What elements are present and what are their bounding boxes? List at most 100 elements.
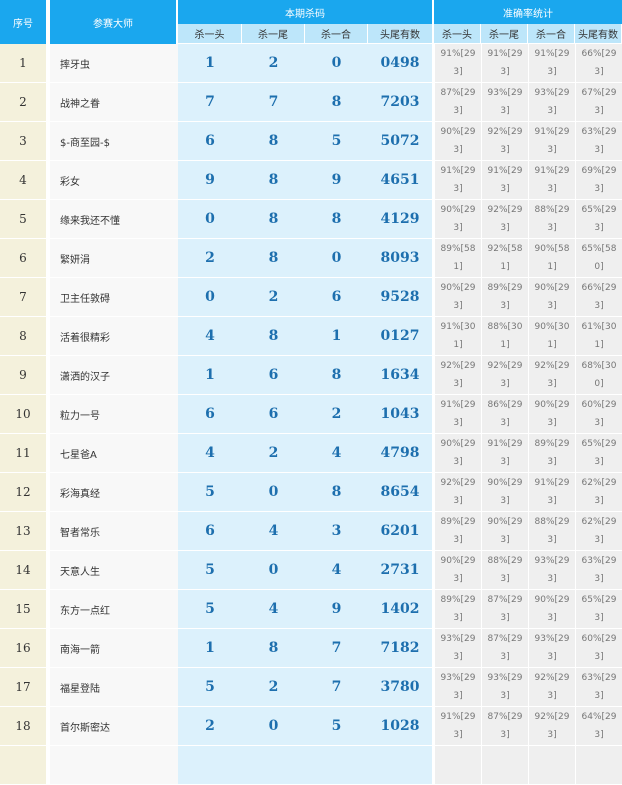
serial-cell: 12 — [0, 473, 50, 512]
kill-code-cell: 0498 — [368, 44, 434, 83]
kill-code-cell: 2 — [242, 434, 305, 473]
serial-cell: 10 — [0, 395, 50, 434]
serial-cell: 11 — [0, 434, 50, 473]
kill-code-cell: 9 — [305, 161, 368, 200]
accuracy-cell: 87%[293] — [434, 83, 481, 122]
accuracy-cell: 63%[293] — [575, 551, 622, 590]
kill-code-cell: 8 — [305, 83, 368, 122]
table-row: 4 彩女 9 8 9 4651 91%[293] 91%[293] 91%[293] 69%[29… — [0, 161, 622, 200]
kill-code-cell: 6 — [242, 356, 305, 395]
kill-code-cell: 7182 — [368, 629, 434, 668]
accuracy-cell: 90%[301] — [528, 317, 575, 356]
kill-code-cell: 5 — [178, 473, 242, 512]
accuracy-cell: 88%[293] — [528, 512, 575, 551]
kill-code-cell: 7 — [178, 83, 242, 122]
kill-code-cell: 0 — [178, 200, 242, 239]
accuracy-cell: 66%[293] — [575, 278, 622, 317]
kill-code-cell: 8 — [242, 161, 305, 200]
accuracy-cell: 63%[293] — [575, 668, 622, 707]
kill-code-cell: 6 — [178, 122, 242, 161]
serial-cell: 8 — [0, 317, 50, 356]
subheader-accuracy: 杀一合 — [528, 24, 575, 44]
master-name: 活着很精彩 — [50, 317, 178, 356]
kill-code-cell: 0 — [305, 44, 368, 83]
serial-cell: 3 — [0, 122, 50, 161]
master-name: 卫主任敦碍 — [50, 278, 178, 317]
table-row: 2 战神之眷 7 7 8 7203 87%[293] 93%[293] 93%[293] 67%[… — [0, 83, 622, 122]
kill-code-cell: 8093 — [368, 239, 434, 278]
master-name: 缘来我还不懂 — [50, 200, 178, 239]
subheader-accuracy: 头尾有数 — [575, 24, 622, 44]
accuracy-cell: 93%[293] — [528, 629, 575, 668]
serial-cell: 1 — [0, 44, 50, 83]
master-name: 摔牙虫 — [50, 44, 178, 83]
table-row: 16 南海一箭 1 8 7 7182 93%[293] 87%[293] 93%[293] 60%… — [0, 629, 622, 668]
kill-code-cell: 9528 — [368, 278, 434, 317]
accuracy-cell: 90%[293] — [481, 473, 528, 512]
header-serial: 序号 — [0, 0, 50, 44]
master-name: 东方一点红 — [50, 590, 178, 629]
accuracy-cell: 90%[293] — [481, 512, 528, 551]
kill-code-cell: 5 — [178, 551, 242, 590]
accuracy-cell: 90%[293] — [434, 122, 481, 161]
serial-cell: 5 — [0, 200, 50, 239]
kill-code-cell: 4129 — [368, 200, 434, 239]
accuracy-cell: 92%[293] — [481, 356, 528, 395]
accuracy-cell: 89%[293] — [434, 512, 481, 551]
accuracy-cell: 92%[293] — [528, 668, 575, 707]
accuracy-cell: 65%[293] — [575, 590, 622, 629]
kill-code-cell: 2 — [305, 395, 368, 434]
kill-code-cell: 8 — [242, 629, 305, 668]
kill-code-cell: 1 — [178, 356, 242, 395]
accuracy-cell: 91%[293] — [528, 44, 575, 83]
accuracy-cell: 88%[293] — [528, 200, 575, 239]
kill-code-cell: 6 — [178, 395, 242, 434]
accuracy-cell: 91%[293] — [481, 44, 528, 83]
kill-code-cell: 8 — [242, 200, 305, 239]
accuracy-cell: 90%[293] — [434, 278, 481, 317]
kill-code-cell: 8 — [242, 317, 305, 356]
table-row: 3 $-商至园-$ 6 8 5 5072 90%[293] 92%[293] 91%[293] 6… — [0, 122, 622, 161]
kill-code-cell: 7 — [305, 668, 368, 707]
master-name: 福星登陆 — [50, 668, 178, 707]
kill-code-cell: 6 — [305, 278, 368, 317]
subheader-current: 杀一合 — [305, 24, 368, 44]
accuracy-cell: 89%[293] — [481, 278, 528, 317]
subheader-current: 头尾有数 — [368, 24, 434, 44]
accuracy-cell: 65%[293] — [575, 434, 622, 473]
accuracy-cell: 65%[580] — [575, 239, 622, 278]
accuracy-cell: 87%[293] — [481, 590, 528, 629]
accuracy-cell: 62%[293] — [575, 473, 622, 512]
accuracy-cell: 88%[293] — [481, 551, 528, 590]
accuracy-cell: 92%[293] — [434, 356, 481, 395]
master-name: 緊妍涓 — [50, 239, 178, 278]
kill-code-cell: 1 — [305, 317, 368, 356]
master-name: 战神之眷 — [50, 83, 178, 122]
master-name: 粒力一号 — [50, 395, 178, 434]
kill-code-cell: 8 — [242, 122, 305, 161]
accuracy-cell: 89%[293] — [434, 590, 481, 629]
kill-code-cell: 5 — [178, 590, 242, 629]
accuracy-cell: 93%[293] — [481, 668, 528, 707]
kill-code-cell: 6 — [178, 512, 242, 551]
table-row: 14 天意人生 5 0 4 2731 90%[293] 88%[293] 93%[293] 63%… — [0, 551, 622, 590]
accuracy-cell: 91%[293] — [434, 44, 481, 83]
accuracy-cell: 92%[293] — [481, 200, 528, 239]
accuracy-cell: 93%[293] — [434, 668, 481, 707]
kill-code-cell: 7 — [305, 629, 368, 668]
accuracy-cell: 60%[293] — [575, 395, 622, 434]
accuracy-cell: 90%[293] — [434, 551, 481, 590]
table-row: 10 粒力一号 6 6 2 1043 91%[293] 86%[293] 90%[293] 60%… — [0, 395, 622, 434]
kill-code-cell: 6201 — [368, 512, 434, 551]
master-name: 彩女 — [50, 161, 178, 200]
accuracy-cell: 62%[293] — [575, 512, 622, 551]
kill-code-cell: 1634 — [368, 356, 434, 395]
accuracy-cell: 66%[293] — [575, 44, 622, 83]
table-row: 12 彩海真经 5 0 8 8654 92%[293] 90%[293] 91%[293] 62%… — [0, 473, 622, 512]
accuracy-cell: 91%[293] — [528, 473, 575, 512]
serial-cell: 7 — [0, 278, 50, 317]
subheader-current: 杀一头 — [178, 24, 242, 44]
accuracy-cell: 93%[293] — [434, 629, 481, 668]
accuracy-cell: 93%[293] — [481, 83, 528, 122]
kill-code-cell: 9 — [178, 161, 242, 200]
